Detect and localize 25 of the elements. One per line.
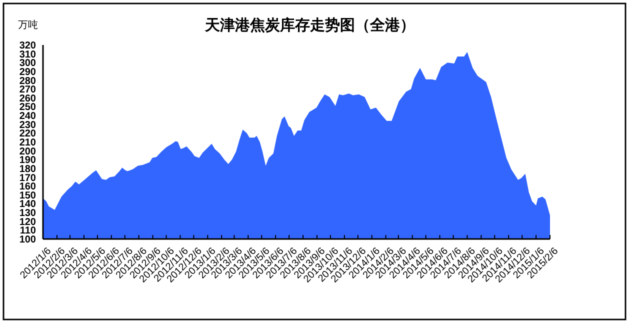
y-axis-title: 万吨 — [18, 19, 38, 31]
y-tick-label: 110 — [20, 226, 36, 237]
y-tick-label: 320 — [19, 40, 36, 52]
y-tick-label: 300 — [19, 58, 36, 70]
y-tick-label: 290 — [19, 66, 36, 78]
chart-title: 天津港焦炭库存走势图（全港） — [204, 16, 415, 34]
y-tick-label: 120 — [19, 216, 36, 228]
y-tick-label: 270 — [19, 84, 36, 96]
y-tick-label: 230 — [19, 120, 36, 131]
y-tick-label: 140 — [19, 199, 36, 210]
y-tick-label: 170 — [19, 172, 36, 184]
y-tick-label: 280 — [19, 76, 36, 87]
y-tick-label: 220 — [19, 128, 36, 140]
y-tick-label: 240 — [19, 111, 36, 122]
y-tick-label: 250 — [19, 102, 36, 114]
y-tick-label: 260 — [19, 93, 36, 104]
y-tick-label: 190 — [19, 155, 36, 166]
y-tick-label: 200 — [19, 146, 36, 158]
y-tick-label: 160 — [19, 182, 36, 193]
y-tick-label: 210 — [19, 138, 36, 148]
y-tick-label: 130 — [19, 208, 36, 220]
y-tick-label: 310 — [19, 49, 36, 60]
y-tick-label: 150 — [19, 190, 36, 202]
y-tick-label: 180 — [19, 164, 36, 175]
y-tick-label: 100 — [19, 234, 36, 246]
